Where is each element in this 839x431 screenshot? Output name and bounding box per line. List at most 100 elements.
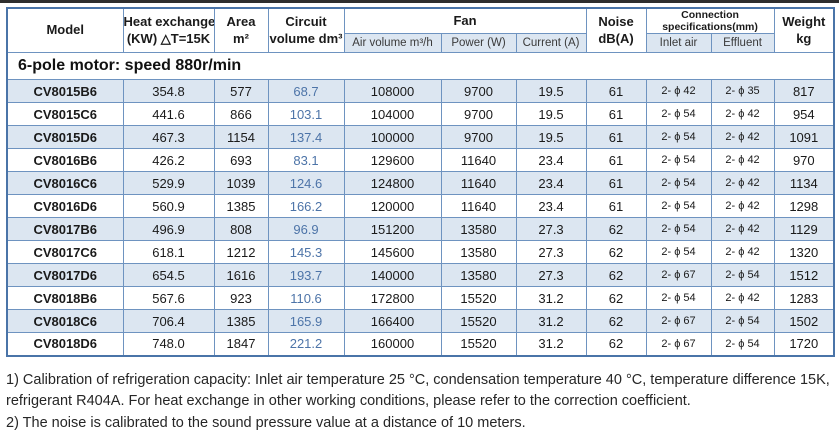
weight-cell: 817 [773,79,835,104]
inlet-air-cell: 2- ϕ 54 [645,171,712,196]
heat-exchange-cell: 567.6 [122,286,215,311]
inlet-air-cell: 2- ϕ 54 [645,240,712,265]
noise-cell: 61 [585,125,647,150]
inlet-air-cell: 2- ϕ 54 [645,217,712,242]
air-volume-cell: 145600 [343,240,442,265]
effluent-cell: 2- ϕ 42 [710,125,775,150]
area-cell: 866 [213,102,269,127]
table-row: CV8015D6 467.3 1154 137.4 100000 9700 19.5 61 2-… [6,125,835,150]
area-cell: 693 [213,148,269,173]
air-volume-cell: 172800 [343,286,442,311]
model-cell: CV8018B6 [6,286,124,311]
effluent-cell: 2- ϕ 42 [710,102,775,127]
header-model: Model [6,7,124,54]
inlet-air-cell: 2- ϕ 67 [645,332,712,357]
air-volume-cell: 140000 [343,263,442,288]
table-row: CV8017C6 618.1 1212 145.3 145600 13580 27.3 62 2… [6,240,835,265]
power-cell: 11640 [440,194,517,219]
header-power: Power (W) [440,33,517,54]
inlet-air-cell: 2- ϕ 54 [645,102,712,127]
table-header: Model Heat exchange (KW) △T=15K Area m² … [6,7,835,54]
power-cell: 13580 [440,263,517,288]
weight-cell: 1091 [773,125,835,150]
heat-exchange-cell: 748.0 [122,332,215,357]
noise-cell: 61 [585,102,647,127]
current-cell: 19.5 [515,102,587,127]
current-cell: 31.2 [515,309,587,334]
current-cell: 23.4 [515,194,587,219]
power-cell: 15520 [440,309,517,334]
area-cell: 1039 [213,171,269,196]
effluent-cell: 2- ϕ 35 [710,79,775,104]
header-circuit-volume: Circuit volume dm³ [267,7,345,54]
model-cell: CV8016B6 [6,148,124,173]
circuit-volume-cell: 145.3 [267,240,345,265]
power-cell: 9700 [440,102,517,127]
inlet-air-cell: 2- ϕ 67 [645,263,712,288]
current-cell: 19.5 [515,125,587,150]
table-row: CV8018D6 748.0 1847 221.2 160000 15520 31.2 62 2… [6,332,835,357]
power-cell: 11640 [440,171,517,196]
area-cell: 1212 [213,240,269,265]
footnotes: 1) Calibration of refrigeration capacity… [6,370,833,431]
circuit-volume-cell: 110.6 [267,286,345,311]
inlet-air-cell: 2- ϕ 54 [645,125,712,150]
header-area: Area m² [213,7,269,54]
air-volume-cell: 160000 [343,332,442,357]
model-cell: CV8017C6 [6,240,124,265]
noise-cell: 62 [585,263,647,288]
inlet-air-cell: 2- ϕ 54 [645,148,712,173]
footnote-2: 2) The noise is calibrated to the sound … [6,415,526,431]
inlet-air-cell: 2- ϕ 54 [645,286,712,311]
heat-exchange-cell: 426.2 [122,148,215,173]
area-cell: 1385 [213,194,269,219]
effluent-cell: 2- ϕ 42 [710,194,775,219]
air-volume-cell: 129600 [343,148,442,173]
heat-exchange-cell: 618.1 [122,240,215,265]
power-cell: 15520 [440,286,517,311]
weight-cell: 954 [773,102,835,127]
weight-cell: 1298 [773,194,835,219]
power-cell: 9700 [440,79,517,104]
air-volume-cell: 166400 [343,309,442,334]
area-cell: 1385 [213,309,269,334]
header-row-2: Air volume m³/h Power (W) Current (A) In… [7,33,834,54]
table-row: CV8015C6 441.6 866 103.1 104000 9700 19.5 61 2- … [6,102,835,127]
power-cell: 13580 [440,240,517,265]
header-fan: Fan [343,7,587,35]
model-cell: CV8017D6 [6,263,124,288]
effluent-cell: 2- ϕ 54 [710,309,775,334]
power-cell: 9700 [440,125,517,150]
model-cell: CV8015B6 [6,79,124,104]
effluent-cell: 2- ϕ 42 [710,171,775,196]
noise-cell: 61 [585,194,647,219]
effluent-cell: 2- ϕ 42 [710,286,775,311]
area-cell: 1847 [213,332,269,357]
effluent-cell: 2- ϕ 42 [710,148,775,173]
effluent-cell: 2- ϕ 54 [710,263,775,288]
noise-cell: 62 [585,309,647,334]
air-volume-cell: 104000 [343,102,442,127]
heat-exchange-cell: 560.9 [122,194,215,219]
power-cell: 15520 [440,332,517,357]
circuit-volume-cell: 137.4 [267,125,345,150]
current-cell: 23.4 [515,148,587,173]
header-effluent: Effluent [710,33,775,54]
circuit-volume-cell: 103.1 [267,102,345,127]
air-volume-cell: 108000 [343,79,442,104]
heat-exchange-cell: 354.8 [122,79,215,104]
air-volume-cell: 151200 [343,217,442,242]
spec-table: Model Heat exchange (KW) △T=15K Area m² … [6,7,836,357]
current-cell: 19.5 [515,79,587,104]
heat-exchange-cell: 706.4 [122,309,215,334]
circuit-volume-cell: 83.1 [267,148,345,173]
table-row: CV8017B6 496.9 808 96.9 151200 13580 27.3 62 2- … [6,217,835,242]
weight-cell: 1134 [773,171,835,196]
header-current: Current (A) [515,33,587,54]
model-cell: CV8018D6 [6,332,124,357]
table-row: CV8016D6 560.9 1385 166.2 120000 11640 23.4 61 2… [6,194,835,219]
current-cell: 27.3 [515,263,587,288]
noise-cell: 62 [585,217,647,242]
header-weight: Weight kg [773,7,835,54]
inlet-air-cell: 2- ϕ 54 [645,194,712,219]
